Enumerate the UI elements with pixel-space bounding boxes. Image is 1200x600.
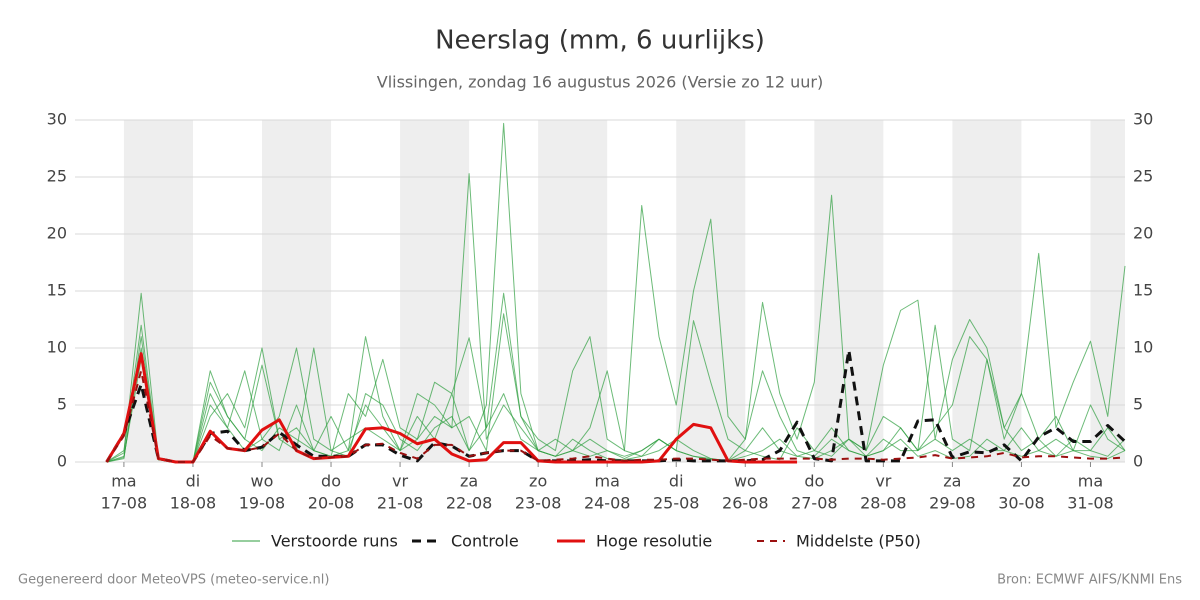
footer-left: Gegenereerd door MeteoVPS (meteo-service… <box>18 573 329 588</box>
y2-tick-label: 5 <box>1133 395 1143 414</box>
ensemble-line <box>106 173 1126 463</box>
legend-label: Hoge resolutie <box>596 532 712 551</box>
x-tick-label: ma <box>1078 472 1103 491</box>
series-line <box>105 352 798 464</box>
x-tick-label: do <box>321 472 341 491</box>
x-tick-label: vr <box>875 472 891 491</box>
y2-tick-label: 30 <box>1133 110 1153 129</box>
y2-tick-label: 25 <box>1133 167 1153 186</box>
y-tick-label: 0 <box>57 452 67 471</box>
x-tick-sublabel: 22-08 <box>446 494 493 513</box>
x-tick-sublabel: 30-08 <box>998 494 1045 513</box>
x-tick-label: do <box>804 472 824 491</box>
x-tick-sublabel: 23-08 <box>515 494 562 513</box>
series-line <box>105 369 1126 463</box>
y2-tick-label: 20 <box>1133 224 1153 243</box>
y-tick-label: 5 <box>57 395 67 414</box>
y-tick-label: 10 <box>47 338 67 357</box>
x-tick-label: di <box>186 472 201 491</box>
x-tick-label: za <box>460 472 478 491</box>
ensemble-line <box>106 194 1126 463</box>
x-tick-label: wo <box>251 472 274 491</box>
x-tick-sublabel: 24-08 <box>584 494 631 513</box>
y2-tick-label: 15 <box>1133 281 1153 300</box>
x-tick-label: zo <box>1012 472 1030 491</box>
footer-right: Bron: ECMWF AIFS/KNMI Ens <box>997 573 1182 588</box>
x-tick-sublabel: 29-08 <box>929 494 976 513</box>
x-tick-label: ma <box>111 472 136 491</box>
legend-label: Middelste (P50) <box>796 532 921 551</box>
x-tick-sublabel: 26-08 <box>722 494 769 513</box>
y-tick-label: 25 <box>47 167 67 186</box>
ensemble-line <box>106 252 1126 463</box>
legend-label: Controle <box>451 532 519 551</box>
x-tick-sublabel: 17-08 <box>101 494 148 513</box>
x-tick-label: vr <box>392 472 408 491</box>
x-tick-label: za <box>943 472 961 491</box>
x-tick-sublabel: 25-08 <box>653 494 700 513</box>
x-tick-label: zo <box>529 472 547 491</box>
y-tick-label: 20 <box>47 224 67 243</box>
y2-tick-label: 0 <box>1133 452 1143 471</box>
legend-label: Verstoorde runs <box>271 532 398 551</box>
chart-title: Neerslag (mm, 6 uurlijks) <box>435 26 765 56</box>
x-tick-sublabel: 21-08 <box>377 494 424 513</box>
x-tick-sublabel: 28-08 <box>860 494 907 513</box>
y-tick-label: 30 <box>47 110 67 129</box>
y-tick-label: 15 <box>47 281 67 300</box>
x-tick-sublabel: 27-08 <box>791 494 838 513</box>
x-tick-label: wo <box>734 472 757 491</box>
chart-subtitle: Vlissingen, zondag 16 augustus 2026 (Ver… <box>377 73 824 92</box>
ensemble-line <box>106 205 1126 463</box>
x-tick-label: ma <box>594 472 619 491</box>
x-tick-sublabel: 18-08 <box>170 494 217 513</box>
x-tick-sublabel: 20-08 <box>308 494 355 513</box>
x-tick-sublabel: 31-08 <box>1067 494 1114 513</box>
x-tick-label: di <box>669 472 684 491</box>
y2-tick-label: 10 <box>1133 338 1153 357</box>
x-tick-sublabel: 19-08 <box>239 494 286 513</box>
